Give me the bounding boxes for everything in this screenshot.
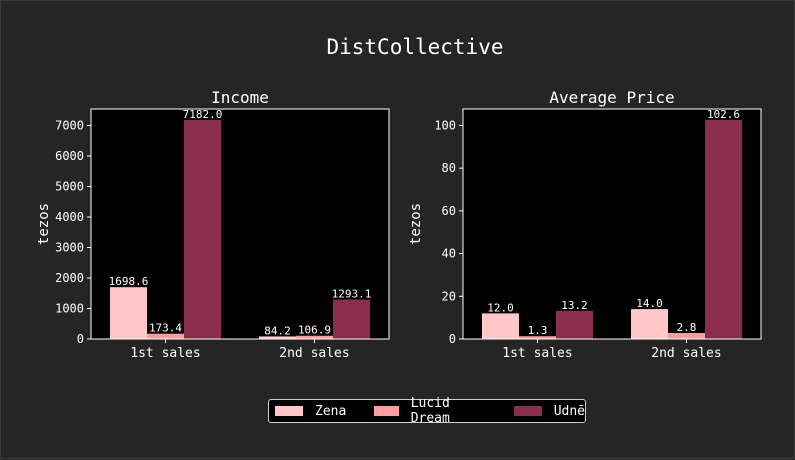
legend-label-zena: Zena <box>315 403 347 419</box>
x-tick-label-income-2nd-sales: 2nd sales <box>279 346 349 361</box>
bar-average-price-lucid-dream-1st-sales <box>519 336 556 339</box>
panel-title-income: Income <box>211 88 269 107</box>
y-tick-label-average-price-100: 100 <box>434 118 456 132</box>
legend-item-udne: Udnē <box>513 403 585 419</box>
legend-item-zena: Zena <box>275 404 346 419</box>
y-tick-label-income-1000: 1000 <box>55 302 84 316</box>
x-tick-label-average-price-1st-sales: 1st sales <box>502 346 572 361</box>
y-tick-label-income-3000: 3000 <box>55 241 84 255</box>
data-label-average-price-lucid-dream-2nd-sales: 2.8 <box>677 321 697 334</box>
legend: Zena Lucid Dream Udnē <box>268 396 586 426</box>
bar-average-price-lucid-dream-2nd-sales <box>668 333 705 339</box>
bar-income-udne-2nd-sales <box>333 299 370 339</box>
panel-title-average-price: Average Price <box>549 88 674 107</box>
y-axis-label-average-price: tezos <box>408 203 424 245</box>
plot-frame-average-price <box>462 108 762 340</box>
y-tick-label-average-price-60: 60 <box>442 204 456 218</box>
y-tick-label-income-7000: 7000 <box>55 119 84 133</box>
legend-swatch-udne <box>513 406 542 416</box>
bar-income-zena-2nd-sales <box>259 336 296 339</box>
y-tick-label-average-price-40: 40 <box>442 247 456 261</box>
data-label-average-price-zena-1st-sales: 12.0 <box>487 301 514 314</box>
bar-income-lucid-dream-2nd-sales <box>296 335 333 339</box>
bar-average-price-udne-2nd-sales <box>705 119 742 340</box>
y-tick-label-income-6000: 6000 <box>55 149 84 163</box>
data-label-income-udne-2nd-sales: 1293.1 <box>332 288 372 301</box>
data-label-income-udne-1st-sales: 7182.0 <box>183 108 223 121</box>
bar-income-lucid-dream-1st-sales <box>147 333 184 339</box>
data-label-income-zena-2nd-sales: 84.2 <box>264 324 291 337</box>
data-label-average-price-lucid-dream-1st-sales: 1.3 <box>528 324 548 337</box>
data-label-income-lucid-dream-1st-sales: 173.4 <box>149 322 182 335</box>
legend-swatch-lucid-dream <box>374 406 399 416</box>
data-label-income-lucid-dream-2nd-sales: 106.9 <box>298 324 331 337</box>
figure-title: DistCollective <box>326 35 503 59</box>
y-tick-label-income-4000: 4000 <box>55 210 84 224</box>
y-axis-label-income: tezos <box>36 203 52 245</box>
data-label-average-price-udne-2nd-sales: 102.6 <box>707 108 740 121</box>
plot-frame-income <box>90 108 390 340</box>
legend-item-lucid-dream: Lucid Dream <box>374 396 485 426</box>
legend-label-udne: Udnē <box>553 403 585 419</box>
y-tick-label-average-price-0: 0 <box>449 332 456 346</box>
y-tick-label-income-2000: 2000 <box>55 271 84 285</box>
legend-label-lucid-dream: Lucid Dream <box>410 396 450 426</box>
bar-income-zena-1st-sales <box>110 287 147 339</box>
x-tick-label-average-price-2nd-sales: 2nd sales <box>651 346 721 361</box>
y-tick-label-income-5000: 5000 <box>55 180 84 194</box>
y-tick-label-income-0: 0 <box>77 332 84 346</box>
legend-swatch-zena <box>275 406 303 416</box>
y-tick-label-average-price-20: 20 <box>442 289 456 303</box>
bar-income-udne-1st-sales <box>184 119 221 339</box>
bar-average-price-zena-1st-sales <box>482 313 519 339</box>
data-label-average-price-udne-1st-sales: 13.2 <box>561 299 588 312</box>
x-tick-label-income-1st-sales: 1st sales <box>130 346 200 361</box>
bar-average-price-zena-2nd-sales <box>631 309 668 339</box>
y-tick-label-average-price-80: 80 <box>442 161 456 175</box>
data-label-average-price-zena-2nd-sales: 14.0 <box>636 297 663 310</box>
bar-average-price-udne-1st-sales <box>556 310 593 339</box>
data-label-income-zena-1st-sales: 1698.6 <box>109 275 149 288</box>
